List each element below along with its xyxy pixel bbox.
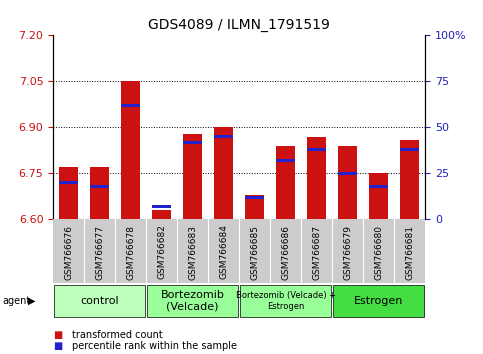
Text: control: control <box>80 296 119 306</box>
Text: GSM766684: GSM766684 <box>219 224 228 279</box>
Bar <box>152 210 171 219</box>
Text: ■: ■ <box>53 330 62 339</box>
Title: GDS4089 / ILMN_1791519: GDS4089 / ILMN_1791519 <box>148 18 330 32</box>
Text: ■: ■ <box>53 341 62 351</box>
Text: transformed count: transformed count <box>72 330 163 339</box>
Bar <box>338 172 357 175</box>
Bar <box>276 159 295 162</box>
Bar <box>241 285 331 317</box>
Text: GSM766677: GSM766677 <box>95 224 104 280</box>
Text: GSM766686: GSM766686 <box>281 224 290 280</box>
Text: agent: agent <box>2 296 30 306</box>
Bar <box>214 127 233 219</box>
Bar <box>276 146 295 219</box>
Text: percentile rank within the sample: percentile rank within the sample <box>72 341 238 351</box>
Bar <box>245 196 264 199</box>
Bar <box>184 141 202 144</box>
Bar <box>121 104 140 107</box>
Bar <box>369 185 388 188</box>
Text: GSM766687: GSM766687 <box>312 224 321 280</box>
Text: Estrogen: Estrogen <box>354 296 403 306</box>
Bar <box>333 285 424 317</box>
Text: GSM766685: GSM766685 <box>250 224 259 280</box>
Bar <box>307 137 326 219</box>
Text: GSM766676: GSM766676 <box>64 224 73 280</box>
Text: GSM766680: GSM766680 <box>374 224 383 280</box>
Bar <box>90 167 109 219</box>
Text: GSM766681: GSM766681 <box>405 224 414 280</box>
Bar <box>55 285 145 317</box>
Bar <box>307 148 326 151</box>
Bar <box>400 140 419 219</box>
Text: GSM766679: GSM766679 <box>343 224 352 280</box>
Bar <box>59 167 78 219</box>
Bar <box>147 285 238 317</box>
Text: Bortezomib
(Velcade): Bortezomib (Velcade) <box>161 290 225 312</box>
Bar <box>369 173 388 219</box>
Bar <box>184 133 202 219</box>
Text: ▶: ▶ <box>28 296 36 306</box>
Bar <box>121 81 140 219</box>
Text: GSM766683: GSM766683 <box>188 224 197 280</box>
Text: Bortezomib (Velcade) +
Estrogen: Bortezomib (Velcade) + Estrogen <box>236 291 336 310</box>
Bar <box>59 181 78 184</box>
Text: GSM766678: GSM766678 <box>126 224 135 280</box>
Bar <box>90 185 109 188</box>
Bar <box>152 205 171 208</box>
Text: GSM766682: GSM766682 <box>157 224 166 279</box>
Bar <box>245 195 264 219</box>
Bar <box>400 148 419 151</box>
Bar <box>214 135 233 138</box>
Bar <box>338 146 357 219</box>
